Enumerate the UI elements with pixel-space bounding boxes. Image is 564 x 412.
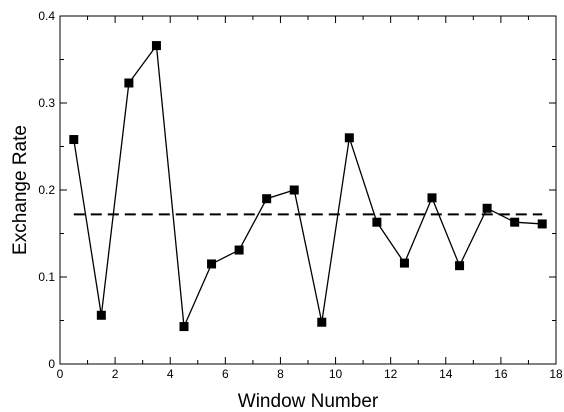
plot-frame: [59, 15, 557, 365]
y-tick-label: 0.4: [38, 9, 55, 23]
axis-tick-labels: 0 2 4 6 8 10 12 14 16 18 0 0.1 0.2 0.3 0.4: [38, 9, 563, 381]
x-tick-label: 12: [384, 367, 398, 381]
data-point-marker: [510, 217, 520, 227]
x-tick-label: 8: [277, 367, 284, 381]
data-point-marker: [262, 194, 272, 204]
data-point-marker: [207, 259, 217, 269]
data-point-marker: [151, 41, 161, 51]
data-point-marker: [317, 317, 327, 327]
x-tick-label: 14: [439, 367, 453, 381]
data-point-marker: [124, 78, 134, 88]
data-point-marker: [289, 185, 299, 195]
data-point-marker: [427, 193, 437, 203]
data-point-marker: [179, 322, 189, 332]
axis-ticks: [59, 15, 557, 365]
data-point-marker: [69, 135, 79, 145]
x-tick-label: 16: [494, 367, 508, 381]
y-tick-label: 0.3: [38, 96, 55, 110]
data-point-marker: [399, 258, 409, 268]
x-tick-label: 6: [222, 367, 229, 381]
series-group: [69, 41, 547, 332]
data-point-marker: [537, 219, 547, 229]
data-point-marker: [96, 310, 106, 320]
data-point-marker: [372, 217, 382, 227]
series-line: [73, 43, 543, 330]
y-tick-label: 0: [48, 357, 55, 371]
data-point-marker: [482, 203, 492, 213]
y-tick-label: 0.1: [38, 270, 55, 284]
y-axis-title: Exchange Rate: [10, 125, 31, 255]
y-tick-label: 0.2: [38, 183, 55, 197]
x-tick-label: 18: [549, 367, 563, 381]
data-point-marker: [344, 133, 354, 143]
data-point-marker: [234, 245, 244, 255]
x-tick-label: 10: [329, 367, 343, 381]
x-tick-label: 4: [167, 367, 174, 381]
x-axis-title: Window Number: [238, 391, 379, 412]
x-tick-label: 2: [112, 367, 119, 381]
data-point-marker: [455, 261, 465, 271]
x-tick-label: 0: [57, 367, 64, 381]
